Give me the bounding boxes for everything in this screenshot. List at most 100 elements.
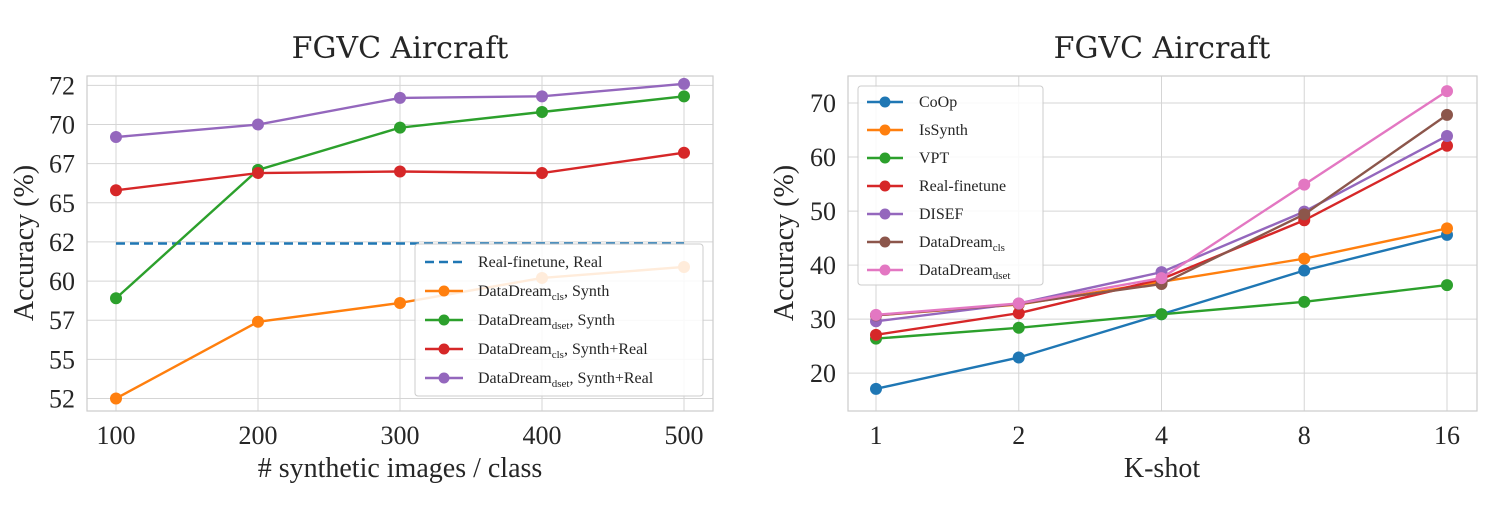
- right-data-point: [1298, 178, 1311, 191]
- left-x-tick-label: 200: [239, 421, 278, 450]
- left-y-axis-label: Accuracy (%): [9, 165, 40, 321]
- right-data-point: [1012, 351, 1025, 364]
- left-data-point: [110, 392, 122, 405]
- right-data-point: [1441, 85, 1453, 98]
- right-data-point: [1012, 307, 1025, 320]
- right-legend-marker: [879, 264, 891, 276]
- left-y-tick-label: 70: [49, 111, 75, 140]
- left-y-tick-label: 67: [49, 150, 75, 179]
- right-legend-label: CoOp: [919, 94, 957, 111]
- left-data-point: [536, 90, 548, 103]
- right-data-point: [1441, 139, 1453, 152]
- left-plot-frame: [86, 75, 714, 412]
- right-data-point: [1298, 295, 1311, 308]
- left-data-point: [678, 146, 690, 159]
- right-data-point: [1441, 279, 1453, 292]
- right-legend-label: Real-finetune: [919, 178, 1006, 195]
- left-legend-marker: [438, 343, 450, 355]
- right-data-point: [1298, 264, 1311, 277]
- right-legend: CoOp IsSynth VPT Real-finetune DISEF DataDrea…: [857, 85, 1044, 286]
- left-series-3: [110, 146, 690, 197]
- right-data-point: [1298, 208, 1311, 221]
- right-chart: FGVC Aircraft K-shot Accuracy (%) 20 30 40…: [769, 31, 1478, 484]
- left-data-point: [394, 165, 406, 178]
- left-legend: Real-finetune, Real DataDreamcls, Synth Da…: [414, 243, 704, 397]
- right-data-point: [870, 328, 882, 341]
- left-chart: FGVC Aircraft # synthetic images / class…: [9, 31, 714, 484]
- left-data-point: [110, 184, 122, 197]
- left-data-point: [110, 131, 122, 144]
- left-y-tick-label: 60: [49, 267, 75, 296]
- right-data-point: [1298, 252, 1311, 265]
- left-legend-label: DataDreamdset, Synth+Real: [478, 370, 654, 390]
- left-legend-marker: [438, 372, 450, 384]
- right-y-tick-label: 50: [810, 197, 836, 226]
- left-data-point: [536, 106, 548, 119]
- left-chart-title: FGVC Aircraft: [292, 31, 509, 66]
- right-data-point: [1441, 222, 1453, 235]
- left-legend-label: DataDreamcls, Synth: [478, 283, 609, 303]
- right-x-tick-label: 4: [1155, 421, 1168, 450]
- right-legend-marker: [879, 208, 891, 220]
- left-legend-marker: [438, 285, 450, 297]
- right-series-6: [870, 85, 1453, 321]
- right-data-point: [870, 308, 882, 321]
- right-y-tick-label: 70: [810, 89, 836, 118]
- right-legend-label: DISEF: [919, 206, 964, 223]
- right-data-point: [1155, 272, 1168, 285]
- right-y-tick-label: 60: [810, 143, 836, 172]
- right-y-tick-label: 30: [810, 305, 836, 334]
- right-y-tick-label: 20: [810, 359, 836, 388]
- left-y-tick-label: 55: [49, 345, 75, 374]
- right-data-point: [1441, 108, 1453, 121]
- left-data-point: [394, 121, 406, 134]
- left-legend-label: Real-finetune, Real: [478, 254, 603, 271]
- right-legend-marker: [879, 152, 891, 164]
- right-y-axis-label: Accuracy (%): [769, 165, 800, 321]
- right-data-point: [870, 382, 882, 395]
- left-legend-marker: [438, 314, 450, 326]
- right-legend-marker: [879, 236, 891, 248]
- right-x-tick-label: 16: [1434, 421, 1460, 450]
- left-y-tick-label: 65: [49, 189, 75, 218]
- right-plot-frame: [847, 75, 1478, 412]
- left-data-point: [252, 315, 264, 328]
- right-legend-label: IsSynth: [919, 122, 968, 139]
- left-x-tick-label: 500: [665, 421, 704, 450]
- right-data-point: [1441, 129, 1453, 142]
- right-x-tick-label: 2: [1012, 421, 1025, 450]
- left-data-point: [252, 167, 264, 180]
- left-data-point: [110, 292, 122, 305]
- left-y-tick-label: 72: [49, 71, 75, 100]
- right-data-point: [1155, 308, 1168, 321]
- left-x-axis-label: # synthetic images / class: [258, 453, 543, 484]
- left-legend-label: DataDreamdset, Synth: [478, 312, 615, 332]
- right-x-axis-label: K-shot: [1124, 453, 1200, 484]
- right-legend-marker: [879, 96, 891, 108]
- left-series-4: [110, 77, 690, 144]
- right-x-tick-label: 1: [870, 421, 883, 450]
- right-chart-title: FGVC Aircraft: [1054, 31, 1271, 66]
- right-legend-label: DataDreamdset: [919, 262, 1010, 282]
- left-data-point: [678, 77, 690, 90]
- left-data-point: [536, 167, 548, 180]
- right-legend-marker: [879, 180, 891, 192]
- left-x-tick-label: 300: [381, 421, 420, 450]
- right-legend-label: VPT: [919, 150, 949, 167]
- left-data-point: [252, 118, 264, 131]
- left-x-tick-label: 400: [523, 421, 562, 450]
- left-y-tick-label: 62: [49, 228, 75, 257]
- left-data-point: [678, 90, 690, 103]
- right-y-tick-label: 40: [810, 251, 836, 280]
- left-y-tick-label: 52: [49, 384, 75, 413]
- left-x-tick-label: 100: [97, 421, 136, 450]
- left-data-point: [394, 296, 406, 309]
- right-data-point: [1012, 321, 1025, 334]
- right-data-point: [1012, 297, 1025, 310]
- left-y-tick-label: 57: [49, 306, 75, 335]
- left-data-point: [394, 91, 406, 104]
- right-legend-marker: [879, 124, 891, 136]
- right-legend-label: DataDreamcls: [919, 234, 1005, 254]
- right-x-tick-label: 8: [1298, 421, 1311, 450]
